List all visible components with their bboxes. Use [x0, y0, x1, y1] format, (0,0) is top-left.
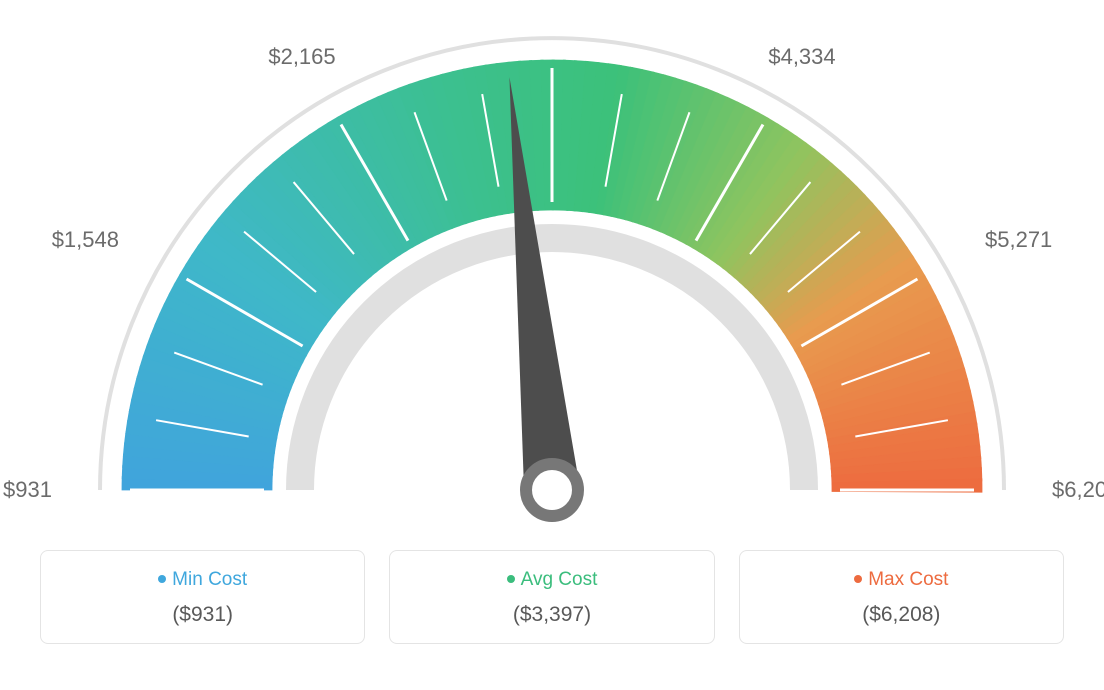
dot-icon	[854, 575, 862, 583]
legend-title-avg: Avg Cost	[400, 569, 703, 591]
dot-icon	[507, 575, 515, 583]
tick-label: $2,165	[268, 44, 335, 69]
tick-label: $1,548	[52, 227, 119, 252]
tick-label: $5,271	[985, 227, 1052, 252]
legend-title-max-text: Max Cost	[868, 569, 948, 590]
legend-title-max: Max Cost	[750, 569, 1053, 591]
dot-icon	[158, 575, 166, 583]
legend-value-min: ($931)	[51, 603, 354, 627]
gauge-svg: $931 $1,548 $2,165 $3,397 $4,334 $5,271 $6,208	[0, 0, 1104, 540]
gauge-chart: $931 $1,548 $2,165 $3,397 $4,334 $5,271 $6,208	[0, 0, 1104, 540]
needle-base	[526, 464, 578, 516]
tick-label: $4,334	[768, 44, 835, 69]
legend-card-min: Min Cost ($931)	[40, 550, 365, 644]
legend-card-avg: Avg Cost ($3,397)	[389, 550, 714, 644]
tick-label: $3,397	[518, 0, 585, 2]
tick-label: $6,208	[1052, 477, 1104, 502]
tick-label: $931	[3, 477, 52, 502]
legend-card-max: Max Cost ($6,208)	[739, 550, 1064, 644]
legend-value-max: ($6,208)	[750, 603, 1053, 627]
legend-title-min-text: Min Cost	[172, 569, 247, 590]
legend-row: Min Cost ($931) Avg Cost ($3,397) Max Co…	[0, 550, 1104, 644]
legend-value-avg: ($3,397)	[400, 603, 703, 627]
legend-title-avg-text: Avg Cost	[521, 569, 598, 590]
legend-title-min: Min Cost	[51, 569, 354, 591]
